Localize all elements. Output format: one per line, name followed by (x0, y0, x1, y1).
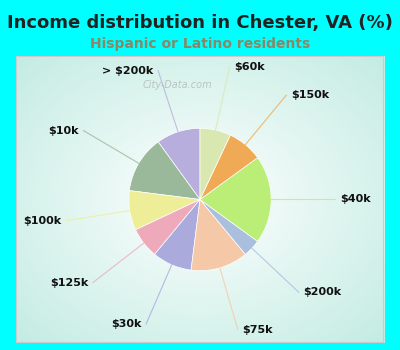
Text: Hispanic or Latino residents: Hispanic or Latino residents (90, 37, 310, 51)
Text: $200k: $200k (303, 287, 342, 297)
Wedge shape (191, 199, 245, 271)
Wedge shape (158, 128, 200, 199)
Text: $30k: $30k (111, 319, 142, 329)
Text: $150k: $150k (291, 90, 329, 100)
Wedge shape (200, 199, 258, 254)
Wedge shape (129, 191, 200, 230)
Text: $40k: $40k (340, 195, 371, 204)
Text: $60k: $60k (234, 62, 265, 72)
Text: $75k: $75k (242, 324, 273, 335)
Wedge shape (200, 135, 258, 199)
Wedge shape (129, 142, 200, 199)
Text: Income distribution in Chester, VA (%): Income distribution in Chester, VA (%) (7, 14, 393, 32)
Text: > $200k: > $200k (102, 66, 154, 76)
Text: $100k: $100k (24, 216, 62, 226)
Wedge shape (200, 158, 271, 241)
Text: $125k: $125k (50, 278, 88, 288)
Text: City-Data.com: City-Data.com (143, 80, 212, 90)
Text: $10k: $10k (48, 126, 79, 135)
Wedge shape (200, 128, 230, 199)
Wedge shape (155, 199, 200, 270)
Wedge shape (136, 199, 200, 254)
